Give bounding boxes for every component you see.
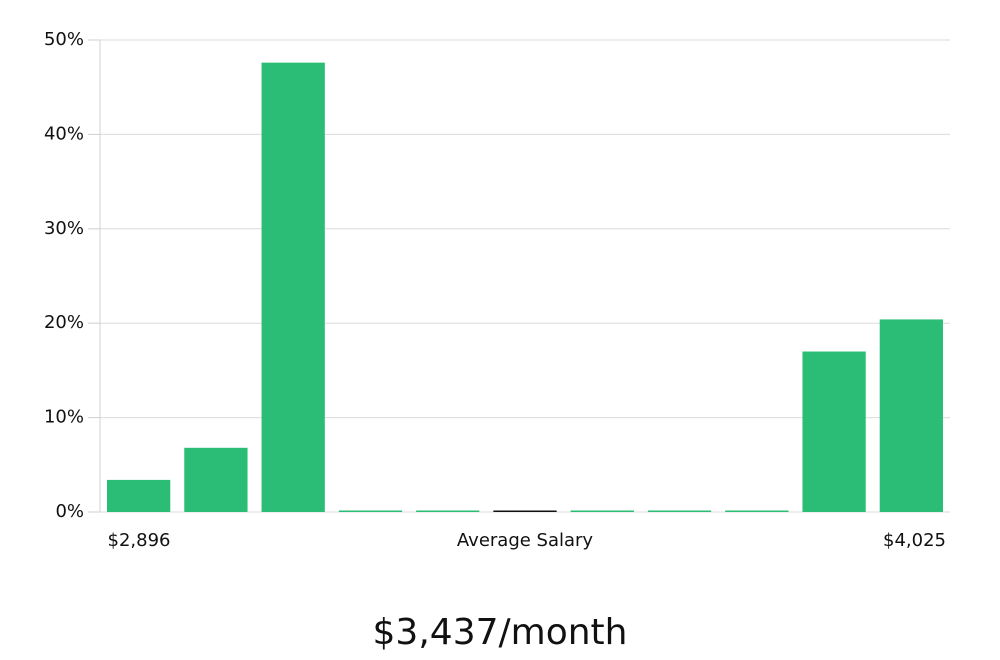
x-max-label: $4,025 bbox=[883, 530, 946, 551]
y-tick-label: 20% bbox=[44, 312, 84, 333]
bar bbox=[725, 510, 789, 512]
y-tick-label: 50% bbox=[44, 29, 84, 50]
bar bbox=[338, 510, 403, 512]
x-axis-label: Average Salary bbox=[457, 530, 594, 551]
bar bbox=[802, 351, 866, 512]
footer: $3,437/month bbox=[373, 612, 628, 653]
x-min-label: $2,896 bbox=[108, 530, 171, 551]
bar bbox=[107, 479, 171, 512]
bar bbox=[261, 62, 325, 512]
y-tick-label: 40% bbox=[44, 123, 84, 144]
bar bbox=[570, 510, 634, 512]
bar bbox=[416, 510, 480, 512]
y-tick-label: 0% bbox=[55, 501, 84, 522]
bar bbox=[879, 319, 943, 512]
bar bbox=[184, 447, 248, 512]
bar bbox=[647, 510, 712, 512]
bar bbox=[493, 510, 557, 512]
y-tick-label: 10% bbox=[44, 407, 84, 428]
y-tick-label: 30% bbox=[44, 218, 84, 239]
